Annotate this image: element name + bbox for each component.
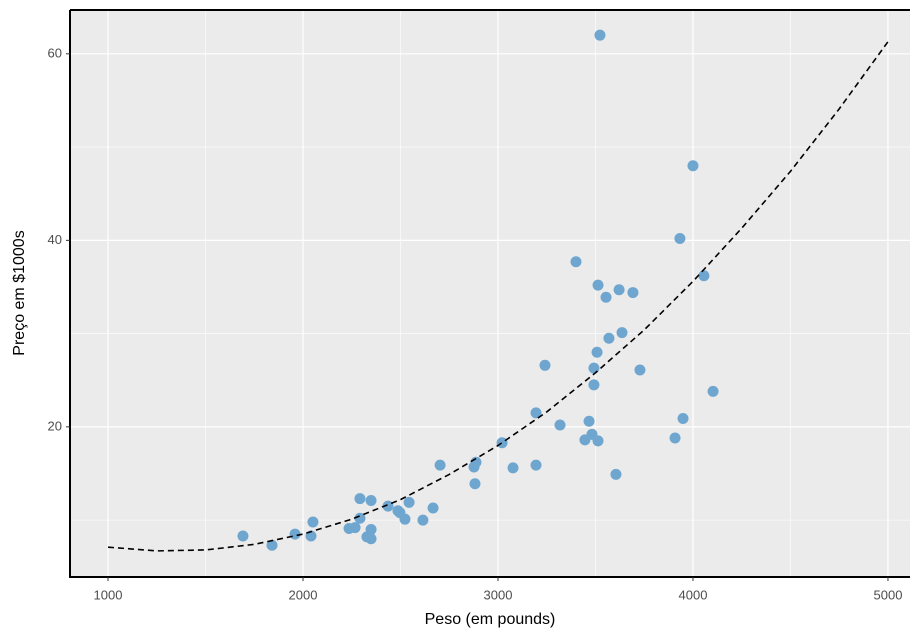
axis-frame bbox=[69, 9, 910, 578]
x-tick-label: 4000 bbox=[679, 587, 708, 602]
point bbox=[616, 327, 628, 339]
point bbox=[687, 160, 699, 172]
point bbox=[592, 435, 604, 447]
point bbox=[365, 523, 377, 535]
point bbox=[289, 528, 301, 540]
point bbox=[634, 364, 646, 376]
point bbox=[530, 459, 542, 471]
point bbox=[698, 270, 710, 282]
point bbox=[237, 530, 249, 542]
point bbox=[417, 514, 429, 526]
point bbox=[627, 287, 639, 299]
point bbox=[570, 256, 582, 268]
y-tick-label: 40 bbox=[48, 232, 62, 247]
point bbox=[382, 500, 394, 512]
panel bbox=[70, 10, 910, 577]
point bbox=[530, 407, 542, 419]
point bbox=[600, 291, 612, 303]
point bbox=[266, 539, 278, 551]
point bbox=[592, 279, 604, 291]
point bbox=[674, 232, 686, 244]
point bbox=[403, 496, 415, 508]
point bbox=[307, 516, 319, 528]
point bbox=[707, 385, 719, 397]
point bbox=[365, 495, 377, 507]
point bbox=[594, 29, 606, 41]
point bbox=[610, 468, 622, 480]
x-tick-label: 1000 bbox=[94, 587, 123, 602]
point bbox=[365, 533, 377, 545]
point bbox=[669, 432, 681, 444]
y-tick-label: 60 bbox=[48, 45, 62, 60]
x-tick-label: 5000 bbox=[874, 587, 903, 602]
point bbox=[434, 459, 446, 471]
x-tick-label: 3000 bbox=[484, 587, 513, 602]
point bbox=[677, 412, 689, 424]
point bbox=[603, 332, 615, 344]
point bbox=[469, 478, 481, 490]
point bbox=[399, 513, 411, 525]
point bbox=[354, 493, 366, 505]
x-tick-label: 2000 bbox=[289, 587, 318, 602]
point bbox=[613, 284, 625, 296]
point bbox=[349, 522, 361, 534]
fit-curve bbox=[107, 41, 889, 552]
point bbox=[470, 456, 482, 468]
point bbox=[507, 462, 519, 474]
point bbox=[496, 437, 508, 449]
x-axis-title: Peso (em pounds) bbox=[425, 611, 556, 628]
point bbox=[427, 502, 439, 514]
point bbox=[591, 346, 603, 358]
point bbox=[588, 379, 600, 391]
point bbox=[588, 362, 600, 374]
point bbox=[583, 415, 595, 427]
point bbox=[539, 359, 551, 371]
point bbox=[554, 419, 566, 431]
y-axis-title: Preço em $1000s bbox=[11, 230, 28, 355]
y-tick-label: 20 bbox=[48, 418, 62, 433]
point bbox=[354, 512, 366, 524]
